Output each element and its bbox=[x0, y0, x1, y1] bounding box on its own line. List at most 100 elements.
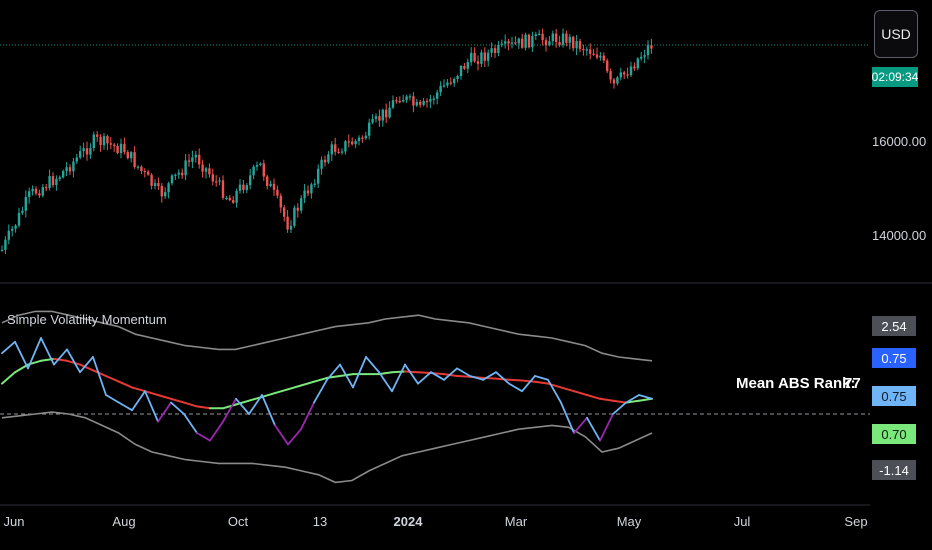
average-segment bbox=[586, 394, 601, 400]
candle-body bbox=[198, 154, 201, 165]
candle-body bbox=[136, 166, 140, 168]
candle-body bbox=[500, 43, 503, 45]
candle-body bbox=[561, 33, 565, 45]
candle-body bbox=[476, 61, 480, 64]
candle-body bbox=[187, 160, 191, 162]
x-tick-jun: Jun bbox=[3, 514, 25, 529]
candle-body bbox=[347, 141, 350, 143]
candle-body bbox=[238, 184, 242, 191]
momentum-segment bbox=[443, 367, 458, 381]
momentum-segment bbox=[560, 401, 575, 434]
candle-body bbox=[558, 42, 561, 45]
candle-body bbox=[432, 98, 435, 100]
candle-body bbox=[398, 100, 401, 103]
momentum-segment bbox=[417, 371, 432, 385]
average-segment bbox=[222, 403, 237, 410]
momentum-segment bbox=[313, 378, 328, 404]
candle-body bbox=[456, 75, 459, 79]
momentum-segment bbox=[469, 375, 484, 381]
candle-body bbox=[65, 167, 68, 172]
average-segment bbox=[261, 392, 276, 398]
candle-body bbox=[565, 33, 568, 43]
candle-body bbox=[119, 143, 123, 154]
candle-body bbox=[412, 96, 415, 106]
momentum-segment bbox=[456, 367, 471, 377]
candle-body bbox=[527, 34, 531, 48]
candle-body bbox=[582, 48, 585, 51]
momentum-segment bbox=[144, 390, 159, 423]
candle-body bbox=[58, 177, 61, 179]
badge-upper: 2.54 bbox=[872, 316, 916, 336]
candle-body bbox=[85, 148, 89, 155]
candle-body bbox=[181, 172, 184, 176]
candle-body bbox=[592, 53, 595, 55]
candle-body bbox=[170, 175, 174, 184]
average-segment bbox=[521, 379, 536, 383]
candle-body bbox=[381, 109, 384, 121]
average-segment bbox=[157, 394, 172, 400]
candle-body bbox=[534, 34, 537, 37]
average-segment bbox=[508, 378, 523, 382]
badge-momentum: 0.75 bbox=[872, 386, 916, 406]
candle-body bbox=[459, 65, 463, 76]
momentum-segment bbox=[339, 363, 354, 389]
candle-body bbox=[517, 38, 520, 44]
candle-body bbox=[480, 52, 483, 64]
candle-body bbox=[626, 74, 629, 76]
candle-body bbox=[269, 183, 272, 187]
currency-button[interactable]: USD bbox=[874, 10, 918, 58]
candle-body bbox=[531, 36, 534, 48]
candle-body bbox=[337, 151, 340, 154]
candle-body bbox=[334, 144, 337, 152]
candle-body bbox=[466, 62, 469, 69]
candle-body bbox=[51, 176, 55, 186]
candle-body bbox=[167, 183, 170, 193]
candle-body bbox=[102, 136, 106, 146]
average-segment bbox=[92, 369, 107, 377]
badge-signal: 0.75 bbox=[872, 348, 916, 368]
candle-body bbox=[123, 143, 126, 153]
candle-body bbox=[211, 174, 214, 182]
x-tick-mar: Mar bbox=[504, 514, 528, 529]
candle-body bbox=[92, 134, 95, 149]
momentum-segment bbox=[209, 420, 224, 442]
momentum-segment bbox=[430, 371, 445, 381]
candle-body bbox=[442, 85, 446, 87]
badge-lower: -1.14 bbox=[872, 460, 916, 480]
average-segment bbox=[300, 380, 315, 387]
candle-body bbox=[310, 184, 313, 194]
momentum-segment bbox=[105, 394, 120, 404]
candle-body bbox=[585, 49, 588, 51]
candle-body bbox=[351, 141, 354, 145]
x-tick-may: May bbox=[616, 514, 642, 529]
candle-body bbox=[255, 165, 259, 167]
candle-body bbox=[72, 161, 75, 172]
momentum-segment bbox=[53, 348, 68, 366]
candle-body bbox=[259, 163, 262, 166]
candle-body bbox=[184, 160, 187, 176]
candle-body bbox=[48, 176, 51, 189]
average-segment bbox=[1, 371, 16, 385]
candle-body bbox=[201, 164, 204, 172]
candle-body bbox=[38, 193, 41, 196]
candle-body bbox=[354, 140, 357, 145]
candle-body bbox=[330, 144, 333, 155]
candle-body bbox=[41, 187, 44, 196]
momentum-segment bbox=[79, 356, 94, 374]
candle-body bbox=[364, 135, 367, 139]
average-segment bbox=[417, 371, 432, 374]
average-segment bbox=[105, 375, 120, 383]
candle-body bbox=[463, 65, 466, 69]
candle-body bbox=[293, 207, 296, 226]
average-segment bbox=[287, 384, 302, 391]
candle-body bbox=[453, 78, 456, 84]
candle-body bbox=[405, 96, 408, 100]
candle-body bbox=[303, 190, 306, 199]
average-segment bbox=[66, 359, 81, 366]
candle-body bbox=[544, 40, 548, 46]
candle-body bbox=[79, 151, 82, 158]
candle-body bbox=[578, 41, 582, 49]
momentum-segment bbox=[170, 401, 185, 415]
candle-body bbox=[31, 188, 34, 192]
candle-body bbox=[323, 159, 327, 163]
